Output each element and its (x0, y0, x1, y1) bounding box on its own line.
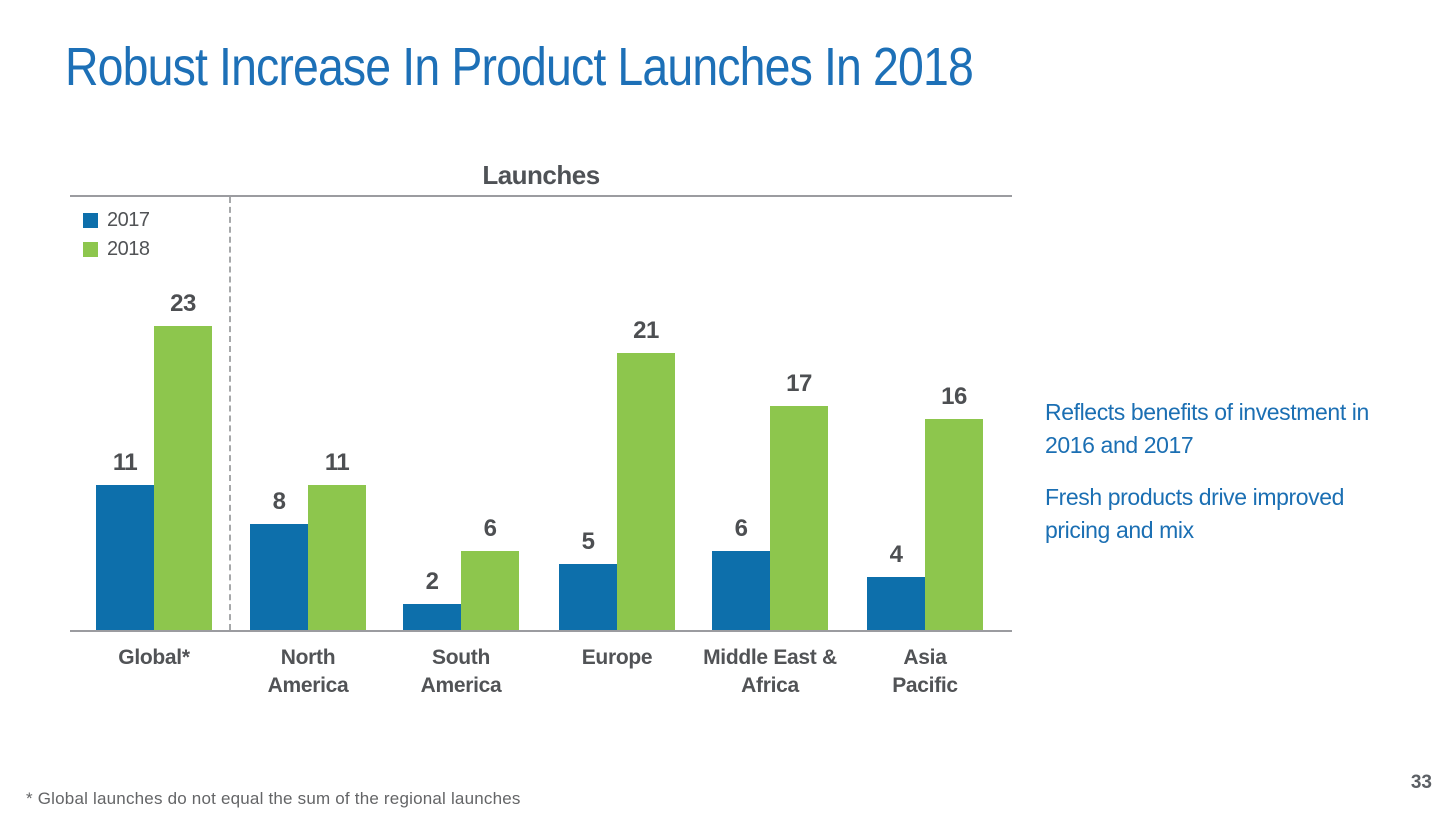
bar-2018-south-america (461, 551, 519, 630)
global-separator-dashed-line (229, 197, 231, 630)
category-label-south-america: South America (420, 646, 502, 697)
bar-value-2018-north-america: 11 (324, 449, 350, 476)
bar-value-2017-global: 11 (112, 449, 138, 476)
chart-axis-line (70, 630, 1012, 632)
chart-title: Launches (482, 160, 600, 190)
bar-2017-north-america (250, 524, 308, 630)
chart-plot-area: 11 23 8 11 2 6 5 21 6 17 4 16 (70, 160, 1012, 630)
bar-2017-south-america (403, 604, 461, 630)
bar-2018-north-america (308, 485, 366, 630)
bar-value-2018-middle-east-africa: 17 (786, 370, 812, 397)
commentary-block: Reflects benefits of investment in 2016 … (1045, 396, 1415, 566)
legend-label-2017: 2017 (107, 209, 150, 231)
launches-bar-chart: Launches 2017 2018 11 23 8 11 2 6 5 21 6 17 4 16 Glo… (70, 160, 1012, 730)
bar-2018-middle-east-africa (770, 406, 828, 630)
footnote: * Global launches do not equal the sum o… (26, 789, 521, 808)
bar-value-2018-europe: 21 (633, 317, 659, 344)
legend-swatch-2017 (83, 213, 98, 228)
bar-2018-europe (617, 353, 675, 630)
bar-2017-middle-east-africa (712, 551, 770, 630)
bar-value-2017-north-america: 8 (272, 488, 286, 515)
legend-label-2018: 2018 (107, 238, 150, 260)
category-label-middle-east-africa: Middle East & Africa (703, 646, 837, 697)
category-label-north-america: North America (267, 646, 349, 697)
slide-title: Robust Increase In Product Launches In 2… (65, 37, 974, 97)
category-label-europe: Europe (581, 646, 653, 669)
bar-2018-asia-pacific (925, 419, 983, 630)
category-label-global: Global* (118, 646, 190, 669)
note-fresh-products: Fresh products drive improved pricing an… (1045, 484, 1345, 543)
category-label-asia-pacific: Asia Pacific (892, 646, 958, 697)
bar-value-2018-south-america: 6 (483, 515, 497, 542)
legend-item-2017: 2017 (83, 209, 150, 232)
legend-swatch-2018 (83, 242, 98, 257)
bar-2017-global (96, 485, 154, 630)
bar-value-2018-global: 23 (170, 290, 196, 317)
bar-value-2017-middle-east-africa: 6 (734, 515, 748, 542)
note-investment: Reflects benefits of investment in 2016 … (1045, 399, 1369, 458)
bar-2017-asia-pacific (867, 577, 925, 630)
chart-legend: 2017 2018 (83, 209, 150, 267)
bar-2018-global (154, 326, 212, 630)
legend-item-2018: 2018 (83, 238, 150, 261)
bar-value-2017-europe: 5 (581, 528, 595, 555)
bar-value-2018-asia-pacific: 16 (941, 383, 967, 410)
page-number: 33 (1410, 772, 1432, 793)
chart-top-rule (70, 195, 1012, 197)
bar-value-2017-asia-pacific: 4 (889, 541, 903, 568)
bar-value-2017-south-america: 2 (425, 568, 439, 595)
bar-2017-europe (559, 564, 617, 630)
